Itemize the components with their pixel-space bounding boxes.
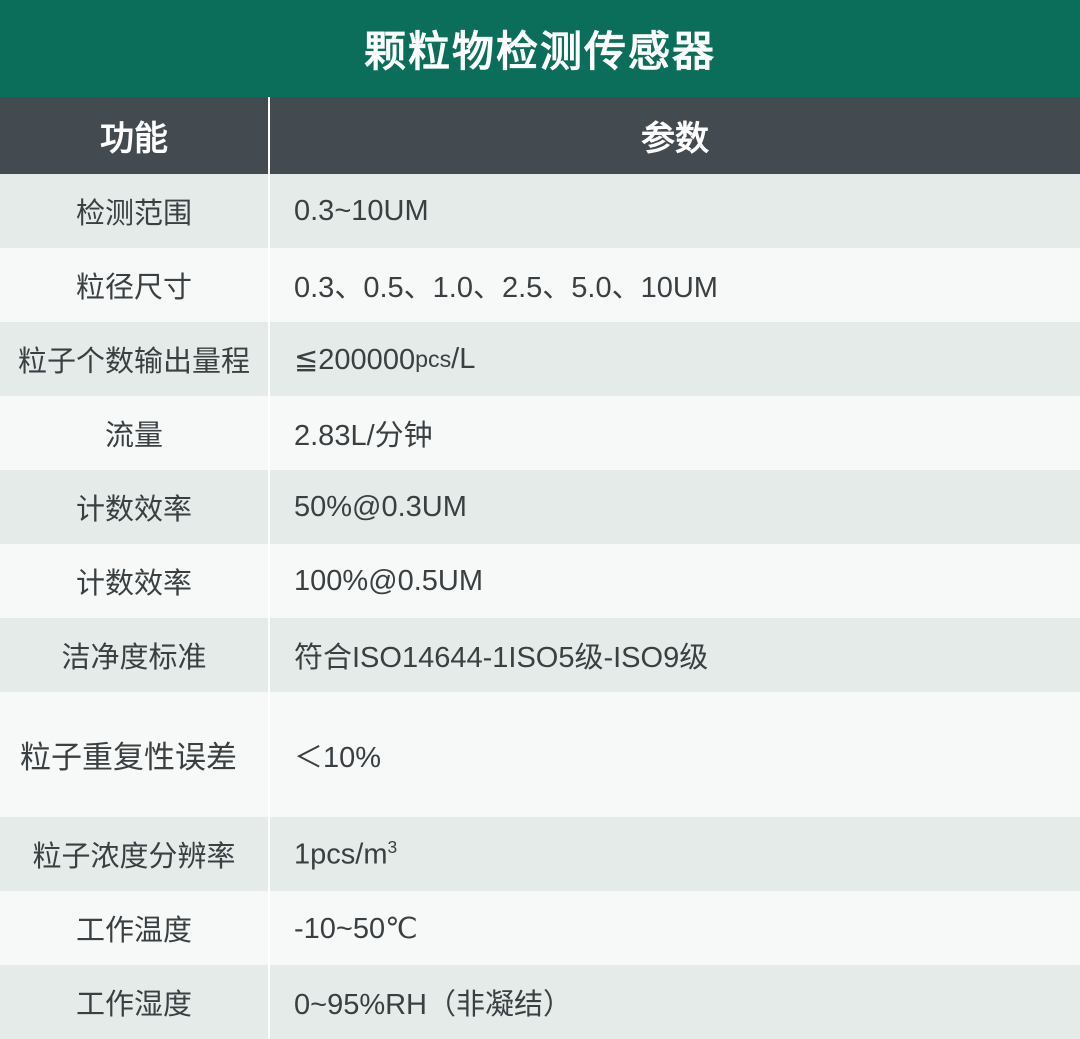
row-value: 1pcs/m3: [270, 817, 1080, 891]
row-label: 计数效率: [0, 470, 270, 544]
table-title: 颗粒物检测传感器: [0, 0, 1080, 97]
row-label: 洁净度标准: [0, 618, 270, 692]
row-label: 检测范围: [0, 174, 270, 248]
table-row: 计数效率50%@0.3UM: [0, 470, 1080, 544]
row-label: 工作湿度: [0, 965, 270, 1039]
header-col-param: 参数: [270, 97, 1080, 174]
row-value: 100%@0.5UM: [270, 544, 1080, 618]
row-value: 0~95%RH（非凝结）: [270, 965, 1080, 1039]
table-row: 粒子浓度分辨率1pcs/m3: [0, 817, 1080, 891]
row-value: 0.3、0.5、1.0、2.5、5.0、10UM: [270, 248, 1080, 322]
header-col-feature: 功能: [0, 97, 270, 174]
row-value: -10~50℃: [270, 891, 1080, 965]
table-row: 洁净度标准符合ISO14644-1ISO5级-ISO9级: [0, 618, 1080, 692]
table-row: 粒子重复性误差＜10%: [0, 692, 1080, 817]
row-label: 工作温度: [0, 891, 270, 965]
row-label: 粒子个数输出量程: [0, 322, 270, 396]
row-value: ≦200000pcs/L: [270, 322, 1080, 396]
table-row: 工作温度-10~50℃: [0, 891, 1080, 965]
table-row: 工作湿度0~95%RH（非凝结）: [0, 965, 1080, 1039]
row-value: 0.3~10UM: [270, 174, 1080, 248]
row-label: 粒子浓度分辨率: [0, 817, 270, 891]
row-label: 流量: [0, 396, 270, 470]
table-row: 粒子个数输出量程≦200000pcs/L: [0, 322, 1080, 396]
row-value: 50%@0.3UM: [270, 470, 1080, 544]
table-header-row: 功能 参数: [0, 97, 1080, 174]
row-label: 计数效率: [0, 544, 270, 618]
table-row: 检测范围0.3~10UM: [0, 174, 1080, 248]
row-value: ＜10%: [270, 692, 1080, 817]
row-label: 粒径尺寸: [0, 248, 270, 322]
row-label: 粒子重复性误差: [0, 692, 270, 817]
row-value: 2.83L/分钟: [270, 396, 1080, 470]
table-row: 流量2.83L/分钟: [0, 396, 1080, 470]
table-body: 检测范围0.3~10UM粒径尺寸0.3、0.5、1.0、2.5、5.0、10UM…: [0, 174, 1080, 1039]
row-value: 符合ISO14644-1ISO5级-ISO9级: [270, 618, 1080, 692]
spec-table-container: 颗粒物检测传感器 功能 参数 检测范围0.3~10UM粒径尺寸0.3、0.5、1…: [0, 0, 1080, 1039]
table-row: 粒径尺寸0.3、0.5、1.0、2.5、5.0、10UM: [0, 248, 1080, 322]
table-row: 计数效率100%@0.5UM: [0, 544, 1080, 618]
